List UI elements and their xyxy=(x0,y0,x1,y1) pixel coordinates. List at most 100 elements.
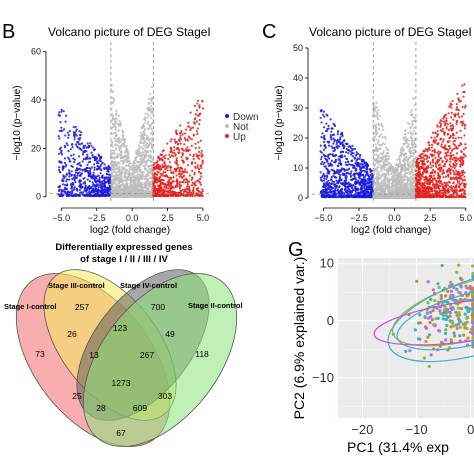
volcano-c-point-not xyxy=(404,128,407,131)
volcano-b-point-up xyxy=(181,170,184,173)
volcano-b-point-up xyxy=(181,159,185,162)
volcano-c-point-down xyxy=(340,163,343,166)
volcano-b-point-up xyxy=(170,185,173,189)
volcano-c-point-down xyxy=(327,195,330,199)
volcano-b-point-up xyxy=(200,152,203,155)
volcano-b-point-up xyxy=(199,181,202,184)
volcano-b-point-up xyxy=(152,194,155,197)
volcano-b-point-not xyxy=(145,134,148,137)
volcano-b-point-not xyxy=(118,138,121,141)
volcano-b-point-not xyxy=(118,172,122,175)
volcano-b-point-not xyxy=(112,165,115,168)
volcano-c-point-down xyxy=(359,188,362,191)
volcano-b-point-not xyxy=(132,162,135,165)
volcano-b-point-not xyxy=(114,135,118,138)
volcano-b-point-not xyxy=(136,160,139,163)
volcano-c-point-down xyxy=(325,129,328,133)
volcano-b-point-up xyxy=(199,139,202,142)
volcano-c-point-down xyxy=(363,194,366,197)
volcano-c-point-down xyxy=(364,178,367,181)
volcano-b-point-up xyxy=(191,181,194,184)
volcano-b-point-not xyxy=(110,182,113,185)
volcano-b-point-down xyxy=(80,148,83,152)
volcano-c-point-not xyxy=(407,139,410,142)
volcano-c-point-down xyxy=(343,139,346,142)
volcano-b-point-up xyxy=(177,166,180,170)
volcano-b-point-up xyxy=(178,173,181,176)
volcano-c-point-down xyxy=(350,147,353,150)
volcano-b-point-not xyxy=(121,162,124,165)
volcano-b-point-not xyxy=(127,163,130,167)
volcano-b-point-down xyxy=(70,170,73,173)
volcano-b-point-not xyxy=(122,134,125,137)
volcano-b-point-not xyxy=(143,132,146,135)
volcano-b-point-down xyxy=(68,178,71,181)
volcano-c-point-down xyxy=(319,150,322,153)
volcano-c-point-down xyxy=(331,133,334,137)
volcano-b-point-up xyxy=(161,159,164,162)
volcano-b-point-down xyxy=(74,194,77,197)
volcano-b-point-down xyxy=(75,129,78,133)
volcano-c-point-not xyxy=(373,135,377,138)
volcano-c-point-down xyxy=(335,143,338,146)
volcano-c-point-down xyxy=(320,195,323,198)
volcano-b-point-down xyxy=(74,125,77,128)
volcano-b-point-not xyxy=(118,147,121,150)
volcano-b-point-up xyxy=(166,142,169,145)
volcano-b-point-down xyxy=(99,157,102,161)
volcano-b-point-down xyxy=(86,153,89,156)
volcano-b-point-not xyxy=(135,194,138,197)
volcano-b-point-down xyxy=(72,157,75,160)
volcano-b-point-up xyxy=(152,182,155,185)
volcano-c-point-down xyxy=(344,184,347,187)
volcano-b-point-not xyxy=(114,194,117,197)
volcano-b-point-up xyxy=(163,194,166,198)
volcano-b-point-up xyxy=(196,99,200,102)
volcano-b-point-up xyxy=(189,137,192,140)
volcano-c-point-down xyxy=(336,164,339,167)
volcano-c-point-not xyxy=(380,143,384,146)
volcano-b-point-up xyxy=(158,165,161,168)
volcano-b-point-not xyxy=(148,168,151,171)
volcano-b-point-not xyxy=(138,183,141,186)
volcano-b-y-tick-label: 20 xyxy=(31,143,41,153)
volcano-b-point-up xyxy=(196,114,199,117)
volcano-b-point-down xyxy=(65,142,68,145)
volcano-b-point-up xyxy=(152,189,155,192)
volcano-b-point-up xyxy=(198,146,201,149)
volcano-b-point-up xyxy=(194,161,197,164)
volcano-c-point-down xyxy=(321,160,324,164)
volcano-b-point-down xyxy=(93,158,96,161)
volcano-c-point-not xyxy=(376,156,379,159)
volcano-b-point-not xyxy=(140,158,143,161)
volcano-b-point-not xyxy=(150,100,153,103)
volcano-c-point-not xyxy=(377,139,380,142)
volcano-b-point-down xyxy=(101,174,104,177)
volcano-b-point-down xyxy=(61,179,64,182)
volcano-b-point-up xyxy=(157,194,160,197)
volcano-b-point-down xyxy=(96,160,99,163)
volcano-b-point-down xyxy=(76,140,79,144)
volcano-c-point-down xyxy=(336,130,340,133)
volcano-b-point-down xyxy=(107,166,110,169)
volcano-b-point-not xyxy=(113,169,116,172)
volcano-b-point-not xyxy=(115,155,118,158)
volcano-b-point-not xyxy=(112,182,115,186)
volcano-b-point-down xyxy=(95,162,99,165)
volcano-b-point-up xyxy=(188,180,191,183)
volcano-b-x-tick-label: 5.0 xyxy=(197,213,210,223)
volcano-b-point-not xyxy=(115,112,118,115)
volcano-b-point-down xyxy=(58,166,61,169)
volcano-b-point-not xyxy=(140,183,143,186)
volcano-c-point-not xyxy=(396,164,399,167)
volcano-c-point-down xyxy=(352,164,355,167)
volcano-b-point-down xyxy=(81,160,84,163)
volcano-c-point-down xyxy=(352,173,355,177)
volcano-c-point-not xyxy=(376,170,379,173)
volcano-b-point-not xyxy=(147,187,150,190)
volcano-b-point-up xyxy=(184,194,187,197)
volcano-c-point-down xyxy=(325,177,328,180)
volcano-b-point-not xyxy=(119,188,122,191)
volcano-b-point-up xyxy=(169,140,172,143)
